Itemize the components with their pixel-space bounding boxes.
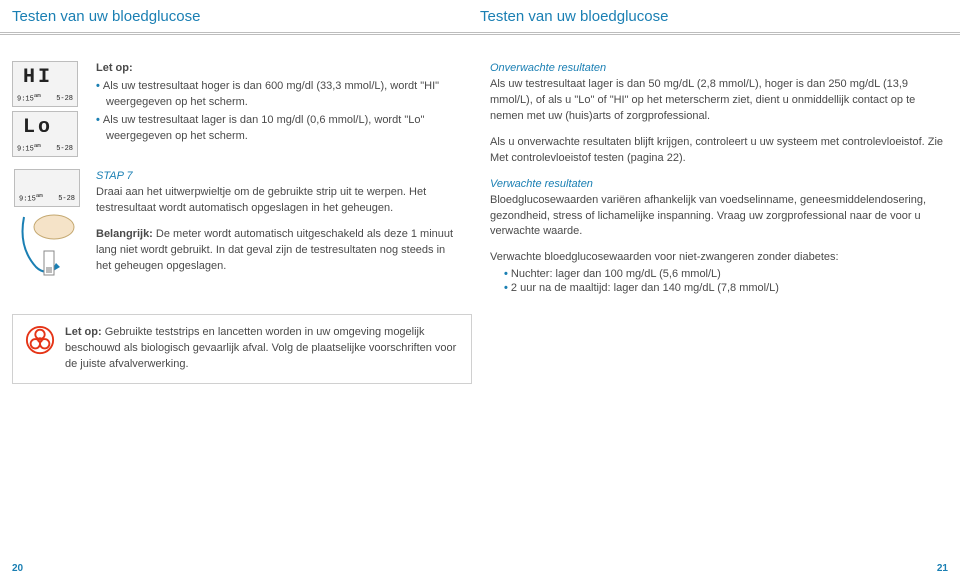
page-number-left: 20 <box>12 563 23 574</box>
step7-text: STAP 7 Draai aan het uitwerpwieltje om d… <box>82 169 458 281</box>
step7-body: Draai aan het uitwerpwieltje om de gebru… <box>96 185 458 217</box>
letop-item: Als uw testresultaat hoger is dan 600 mg… <box>96 79 458 111</box>
eject-strip-icon <box>14 207 80 281</box>
lcd-empty: 9:15am 5-28 <box>14 169 80 207</box>
letop-text: Let op: Als uw testresultaat hoger is da… <box>82 61 458 157</box>
important-label: Belangrijk: <box>96 228 153 240</box>
lcd-hi-text: HI <box>23 66 53 89</box>
expected-heading: Verwachte resultaten <box>490 178 593 190</box>
footer-body: Gebruikte teststrips en lancetten worden… <box>65 326 456 370</box>
footer-text: Let op: Gebruikte teststrips en lancette… <box>65 325 459 373</box>
unexpected-p2: Als u onverwachte resultaten blijft krij… <box>490 135 948 167</box>
header-right: Testen van uw bloedglucose <box>480 8 948 25</box>
page-header: Testen van uw bloedglucose Testen van uw… <box>0 0 960 31</box>
expected-item: Nuchter: lager dan 100 mg/dL (5,6 mmol/L… <box>504 268 948 280</box>
footer-label: Let op: <box>65 326 102 338</box>
lcd-time-2: 9:15am <box>17 142 41 153</box>
unexpected-block: Onverwachte resultaten Als uw testresulta… <box>490 61 948 125</box>
illustration-column: 9:15am 5-28 <box>12 169 82 281</box>
lcd-date-3: 5-28 <box>58 195 75 203</box>
step7-label: STAP 7 <box>96 169 458 185</box>
lcd-date: 5-28 <box>56 95 73 103</box>
lcd-lo: Lo 9:15am 5-28 <box>12 111 78 157</box>
letop-row: HI 9:15am 5-28 Lo 9:15am 5-28 Let op: Al… <box>12 61 458 157</box>
content-area: HI 9:15am 5-28 Lo 9:15am 5-28 Let op: Al… <box>0 61 960 296</box>
expected-p4: Verwachte bloedglucosewaarden voor niet-… <box>490 250 948 266</box>
header-rule <box>0 31 960 35</box>
letop-label: Let op: <box>96 62 133 74</box>
letop-item: Als uw testresultaat lager is dan 10 mg/… <box>96 113 458 145</box>
lcd-column: HI 9:15am 5-28 Lo 9:15am 5-28 <box>12 61 82 157</box>
letop-list: Als uw testresultaat hoger is dan 600 mg… <box>96 79 458 145</box>
left-column: HI 9:15am 5-28 Lo 9:15am 5-28 Let op: Al… <box>12 61 480 296</box>
biohazard-icon <box>25 325 55 355</box>
step7-row: 9:15am 5-28 STAP 7 Draai aan het uitwerp… <box>12 169 458 281</box>
unexpected-p1: Als uw testresultaat lager is dan 50 mg/… <box>490 78 915 122</box>
unexpected-heading: Onverwachte resultaten <box>490 62 606 74</box>
expected-list: Nuchter: lager dan 100 mg/dL (5,6 mmol/L… <box>504 268 948 294</box>
page-number-right: 21 <box>937 563 948 574</box>
footer-note: Let op: Gebruikte teststrips en lancette… <box>12 314 472 384</box>
expected-block: Verwachte resultaten Bloedglucosewaarden … <box>490 177 948 241</box>
expected-item: 2 uur na de maaltijd: lager dan 140 mg/d… <box>504 282 948 294</box>
right-column: Onverwachte resultaten Als uw testresulta… <box>480 61 948 296</box>
lcd-time: 9:15am <box>17 92 41 103</box>
lcd-time-3: 9:15am <box>19 192 43 203</box>
lcd-date-2: 5-28 <box>56 145 73 153</box>
step7-important: Belangrijk: De meter wordt automatisch u… <box>96 227 458 275</box>
header-left: Testen van uw bloedglucose <box>12 8 480 25</box>
expected-p3: Bloedglucosewaarden variëren afhankelijk… <box>490 194 926 238</box>
lcd-hi: HI 9:15am 5-28 <box>12 61 78 107</box>
lcd-lo-text: Lo <box>23 116 53 139</box>
